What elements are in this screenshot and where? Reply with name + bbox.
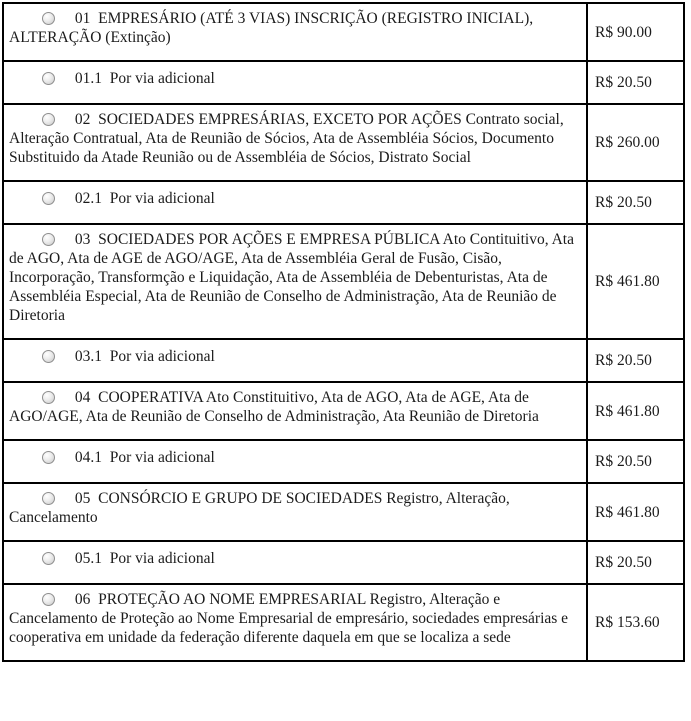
price-cell: R$ 153.60 — [586, 583, 685, 662]
table-row: 05.1 Por via adicional R$ 20.50 — [2, 540, 685, 585]
service-label: 06 PROTEÇÃO AO NOME EMPRESARIAL Registro… — [9, 591, 569, 646]
table-row: 01 EMPRESÁRIO (ATÉ 3 VIAS) INSCRIÇÃO (RE… — [2, 2, 685, 62]
fee-table-body: 01 EMPRESÁRIO (ATÉ 3 VIAS) INSCRIÇÃO (RE… — [2, 2, 685, 662]
price-value: R$ 461.80 — [595, 503, 660, 521]
service-label: 04.1 Por via adicional — [74, 449, 215, 466]
table-row: 06 PROTEÇÃO AO NOME EMPRESARIAL Registro… — [2, 583, 685, 662]
service-label: 02.1 Por via adicional — [74, 190, 215, 207]
service-radio-button-icon[interactable] — [42, 113, 55, 126]
price-value: R$ 260.00 — [595, 134, 660, 151]
service-radio-button-icon[interactable] — [42, 72, 55, 85]
service-label: 05 CONSÓRCIO E GRUPO DE SOCIEDADES Regis… — [9, 490, 510, 526]
service-description-cell: 03 SOCIEDADES POR AÇÕES E EMPRESA PÚBLIC… — [2, 223, 588, 340]
table-row: 04.1 Por via adicional R$ 20.50 — [2, 439, 685, 484]
price-cell: R$ 90.00 — [586, 2, 685, 62]
service-label: 03 SOCIEDADES POR AÇÕES E EMPRESA PÚBLIC… — [9, 231, 574, 324]
price-value: R$ 20.50 — [595, 352, 652, 369]
table-row: 02.1 Por via adicional R$ 20.50 — [2, 180, 685, 225]
service-radio-button-icon[interactable] — [42, 233, 55, 246]
service-description-cell: 01.1 Por via adicional — [2, 60, 588, 105]
service-radio-button-icon[interactable] — [42, 350, 55, 363]
service-description-cell: 02.1 Por via adicional — [2, 180, 588, 225]
price-cell: R$ 20.50 — [586, 540, 685, 585]
price-value: R$ 461.80 — [595, 402, 660, 420]
table-row: 03 SOCIEDADES POR AÇÕES E EMPRESA PÚBLIC… — [2, 223, 685, 340]
service-description-cell: 02 SOCIEDADES EMPRESÁRIAS, EXCETO POR AÇ… — [2, 103, 588, 182]
price-cell: R$ 461.80 — [586, 223, 685, 340]
service-description-cell: 04 COOPERATIVA Ato Constituitivo, Ata de… — [2, 381, 588, 441]
service-description-cell: 05.1 Por via adicional — [2, 540, 588, 585]
service-description-cell: 01 EMPRESÁRIO (ATÉ 3 VIAS) INSCRIÇÃO (RE… — [2, 2, 588, 62]
service-description-cell: 06 PROTEÇÃO AO NOME EMPRESARIAL Registro… — [2, 583, 588, 662]
table-row: 02 SOCIEDADES EMPRESÁRIAS, EXCETO POR AÇ… — [2, 103, 685, 182]
price-value: R$ 90.00 — [595, 23, 652, 41]
service-label: 01 EMPRESÁRIO (ATÉ 3 VIAS) INSCRIÇÃO (RE… — [9, 10, 534, 46]
price-cell: R$ 20.50 — [586, 180, 685, 225]
service-radio-button-icon[interactable] — [42, 192, 55, 205]
service-radio-button-icon[interactable] — [42, 451, 55, 464]
fee-table: 01 EMPRESÁRIO (ATÉ 3 VIAS) INSCRIÇÃO (RE… — [2, 2, 685, 662]
price-value: R$ 20.50 — [595, 74, 652, 91]
price-cell: R$ 461.80 — [586, 381, 685, 441]
service-label: 01.1 Por via adicional — [74, 70, 215, 87]
price-value: R$ 153.60 — [595, 614, 660, 631]
price-cell: R$ 20.50 — [586, 439, 685, 484]
price-value: R$ 20.50 — [595, 453, 652, 470]
service-radio-button-icon[interactable] — [42, 552, 55, 565]
price-cell: R$ 260.00 — [586, 103, 685, 182]
service-description-cell: 04.1 Por via adicional — [2, 439, 588, 484]
table-row: 03.1 Por via adicional R$ 20.50 — [2, 338, 685, 383]
price-cell: R$ 20.50 — [586, 338, 685, 383]
price-cell: R$ 461.80 — [586, 482, 685, 542]
service-description-cell: 03.1 Por via adicional — [2, 338, 588, 383]
service-label: 03.1 Por via adicional — [74, 348, 215, 365]
service-radio-button-icon[interactable] — [42, 391, 55, 404]
service-label: 04 COOPERATIVA Ato Constituitivo, Ata de… — [9, 389, 539, 425]
service-label: 05.1 Por via adicional — [74, 550, 215, 567]
table-row: 04 COOPERATIVA Ato Constituitivo, Ata de… — [2, 381, 685, 441]
service-radio-button-icon[interactable] — [42, 12, 55, 25]
price-cell: R$ 20.50 — [586, 60, 685, 105]
table-row: 05 CONSÓRCIO E GRUPO DE SOCIEDADES Regis… — [2, 482, 685, 542]
table-row: 01.1 Por via adicional R$ 20.50 — [2, 60, 685, 105]
price-value: R$ 20.50 — [595, 554, 652, 571]
service-label: 02 SOCIEDADES EMPRESÁRIAS, EXCETO POR AÇ… — [9, 111, 564, 166]
price-value: R$ 461.80 — [595, 273, 660, 290]
service-radio-button-icon[interactable] — [42, 492, 55, 505]
price-value: R$ 20.50 — [595, 194, 652, 211]
service-description-cell: 05 CONSÓRCIO E GRUPO DE SOCIEDADES Regis… — [2, 482, 588, 542]
service-radio-button-icon[interactable] — [42, 593, 55, 606]
